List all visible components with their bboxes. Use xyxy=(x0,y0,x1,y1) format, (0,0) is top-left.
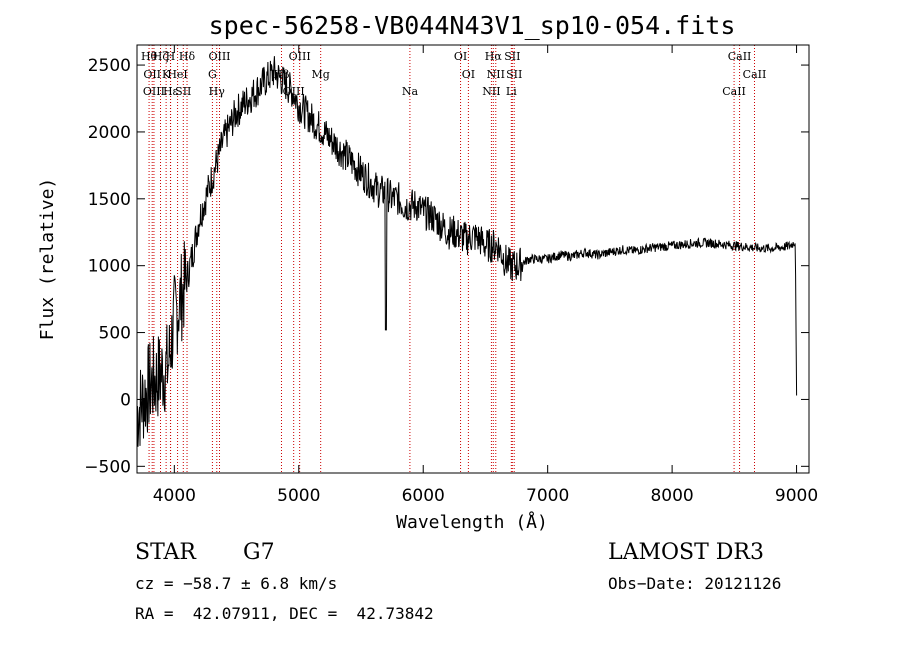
spectral-line-label: OIII xyxy=(289,50,311,63)
x-tick-label: 5000 xyxy=(277,486,320,506)
y-tick-label: 1500 xyxy=(88,190,131,210)
x-axis-label: Wavelength (Å) xyxy=(396,511,548,533)
spectral-line-label: Hθ xyxy=(141,50,158,63)
spectral-line-label: K xyxy=(162,68,171,81)
object-class: STAR xyxy=(135,540,196,565)
y-tick-label: 2000 xyxy=(88,123,131,143)
x-tick-label: 7000 xyxy=(526,486,569,506)
object-subclass: G7 xyxy=(243,540,275,565)
spectral-line-label: OIII xyxy=(143,85,165,98)
x-tick-label: 8000 xyxy=(650,486,693,506)
spectral-line-label: Li xyxy=(506,85,517,98)
spectral-line-label: Mg xyxy=(312,68,330,81)
spectral-line-label: Na xyxy=(402,85,419,98)
y-axis-label: Flux (relative) xyxy=(37,178,58,341)
spectral-line-label: Hζ xyxy=(153,50,169,63)
spectrum-series-line xyxy=(136,56,798,447)
spectral-line-label: OII xyxy=(143,68,161,81)
survey-name: LAMOST DR3 xyxy=(608,540,764,565)
spectral-line-label: SII xyxy=(506,68,522,81)
x-tick-label: 9000 xyxy=(775,486,818,506)
spectral-line-label: CaII xyxy=(722,85,746,98)
spectral-line-label: H xyxy=(166,50,176,63)
spectral-line-label: HeI xyxy=(167,68,187,81)
spectral-line-label: Hδ xyxy=(179,50,196,63)
spectral-line-label: CaII xyxy=(743,68,767,81)
chart-title: spec-56258-VB044N43V1_sp10-054.fits xyxy=(209,11,736,40)
spectral-line-label: SII xyxy=(175,85,191,98)
y-tick-label: 500 xyxy=(99,324,131,344)
x-tick-label: 4000 xyxy=(153,486,196,506)
spectral-line-label: Hγ xyxy=(209,85,226,98)
spectral-line-label: SII xyxy=(504,50,520,63)
spectral-line-label: OI xyxy=(454,50,467,63)
obs-date: Obs−Date: 20121126 xyxy=(608,574,782,593)
y-tick-label: 0 xyxy=(120,390,131,410)
spectral-line-label: NII xyxy=(487,68,505,81)
spectral-line-label: Hα xyxy=(485,50,503,63)
coordinates: RA = 42.07911, DEC = 42.73842 xyxy=(135,604,434,623)
y-tick-label: 2500 xyxy=(88,56,131,76)
spectral-line-label: G xyxy=(208,68,217,81)
plot-frame xyxy=(136,44,810,474)
spectral-line-label: Hβ xyxy=(274,68,290,81)
cz-value: cz = −58.7 ± 6.8 km/s xyxy=(135,574,338,593)
y-tick-label: 1000 xyxy=(88,257,131,277)
spectral-line-label: CaII xyxy=(728,50,752,63)
y-tick-label: −500 xyxy=(84,457,131,477)
x-tick-label: 6000 xyxy=(402,486,445,506)
spectral-line-label: OIII xyxy=(283,85,305,98)
spectral-line-label: OI xyxy=(462,68,475,81)
spectral-line-label: OIII xyxy=(208,50,230,63)
spectral-line-label: Hε xyxy=(163,85,179,98)
spectral-line-label: NII xyxy=(482,85,500,98)
